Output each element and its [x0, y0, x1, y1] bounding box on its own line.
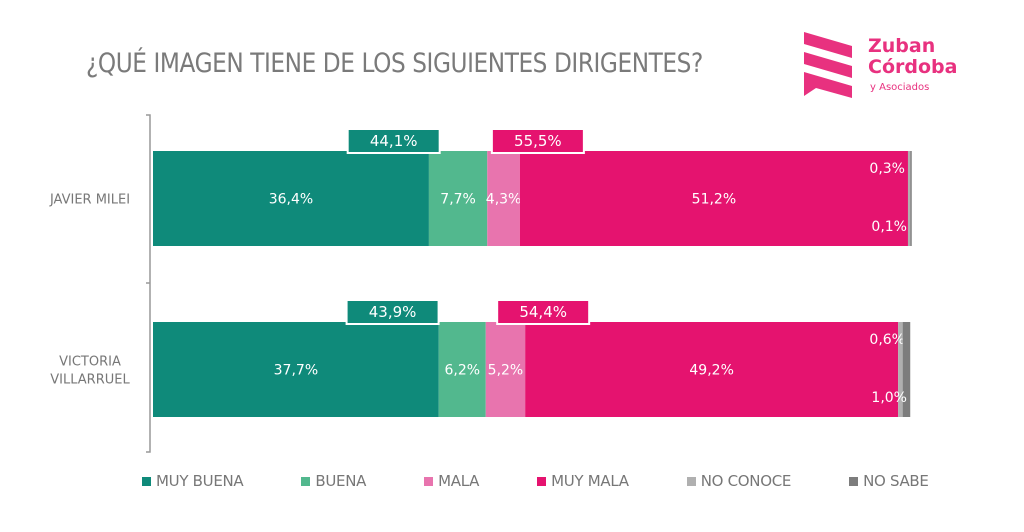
data-label: 51,2%: [692, 192, 736, 208]
logo-text-cordoba: Córdoba: [868, 56, 958, 78]
positive-total-box: [345, 299, 440, 325]
positive-total-box: [346, 128, 441, 154]
bar-segment-no-conoce: [907, 151, 911, 246]
data-label: 0,3%: [869, 161, 905, 177]
negative-total-box: [490, 128, 585, 154]
negative-total-label: 55,5%: [514, 132, 562, 150]
legend-label: MUY BUENA: [156, 472, 244, 490]
legend-item: MUY BUENA: [142, 472, 244, 490]
negative-total-label: 54,4%: [519, 303, 567, 321]
legend-label: BUENA: [315, 472, 367, 490]
bar-segment-no-conoce: [898, 322, 903, 417]
negative-total-box: [496, 299, 591, 325]
legend-swatch: [537, 476, 547, 486]
legend-item: NO CONOCE: [686, 472, 792, 490]
legend-item: MALA: [424, 472, 479, 490]
data-label: 6,2%: [444, 363, 480, 379]
data-label: 5,2%: [488, 363, 524, 379]
bar-segment-muy-buena: [153, 151, 429, 246]
legend-swatch: [849, 476, 859, 486]
data-label: 36,4%: [269, 192, 313, 208]
legend-item: BUENA: [301, 472, 366, 490]
legend-item: MUY MALA: [537, 472, 629, 490]
chart-title: ¿QUÉ IMAGEN TIENE DE LOS SIGUIENTES DIRI…: [86, 48, 703, 79]
bar-segment-buena: [438, 322, 486, 417]
category-label: VICTORIA VILLARRUEL: [50, 355, 130, 388]
data-label: 0,1%: [871, 219, 907, 235]
bar-segment-mala: [487, 151, 520, 246]
data-label: 37,7%: [274, 363, 318, 379]
logo-text-asociados: y Asociados: [870, 82, 930, 93]
bar-segment-mala: [485, 322, 526, 417]
bar-segment-muy-mala: [525, 322, 899, 417]
legend-swatch: [301, 476, 311, 486]
legend-label: MALA: [438, 472, 480, 490]
legend-swatch: [686, 476, 696, 486]
brand-logo: Zuban Córdoba y Asociados: [800, 30, 970, 102]
legend-label: NO SABE: [863, 472, 929, 490]
bar-segment-no-sabe: [902, 322, 911, 417]
data-label: 7,7%: [440, 192, 476, 208]
legend-swatch: [424, 476, 434, 486]
data-label: 0,6%: [869, 332, 905, 348]
data-label: 1,0%: [871, 390, 907, 406]
category-label: JAVIER MILEI: [49, 193, 130, 208]
bar-segment-buena: [428, 151, 488, 246]
data-label: 4,3%: [486, 192, 522, 208]
data-label: 49,2%: [689, 363, 733, 379]
legend-item: NO SABE: [849, 472, 929, 490]
positive-total-label: 43,9%: [369, 303, 417, 321]
y-axis-line: [146, 114, 151, 453]
bar-segment-muy-mala: [519, 151, 908, 246]
bar-segment-no-sabe: [910, 151, 912, 246]
logo-stripes-icon: [804, 32, 852, 98]
legend-swatch: [142, 476, 151, 486]
positive-total-label: 44,1%: [370, 132, 418, 150]
legend-label: NO CONOCE: [700, 472, 792, 490]
legend-label: MUY MALA: [551, 472, 629, 490]
bar-segment-muy-buena: [153, 322, 439, 417]
logo-text-zuban: Zuban: [868, 35, 936, 57]
chart-legend: MUY BUENA BUENA MALA MUY MALA NO CONOCE NO SA…: [142, 472, 929, 490]
